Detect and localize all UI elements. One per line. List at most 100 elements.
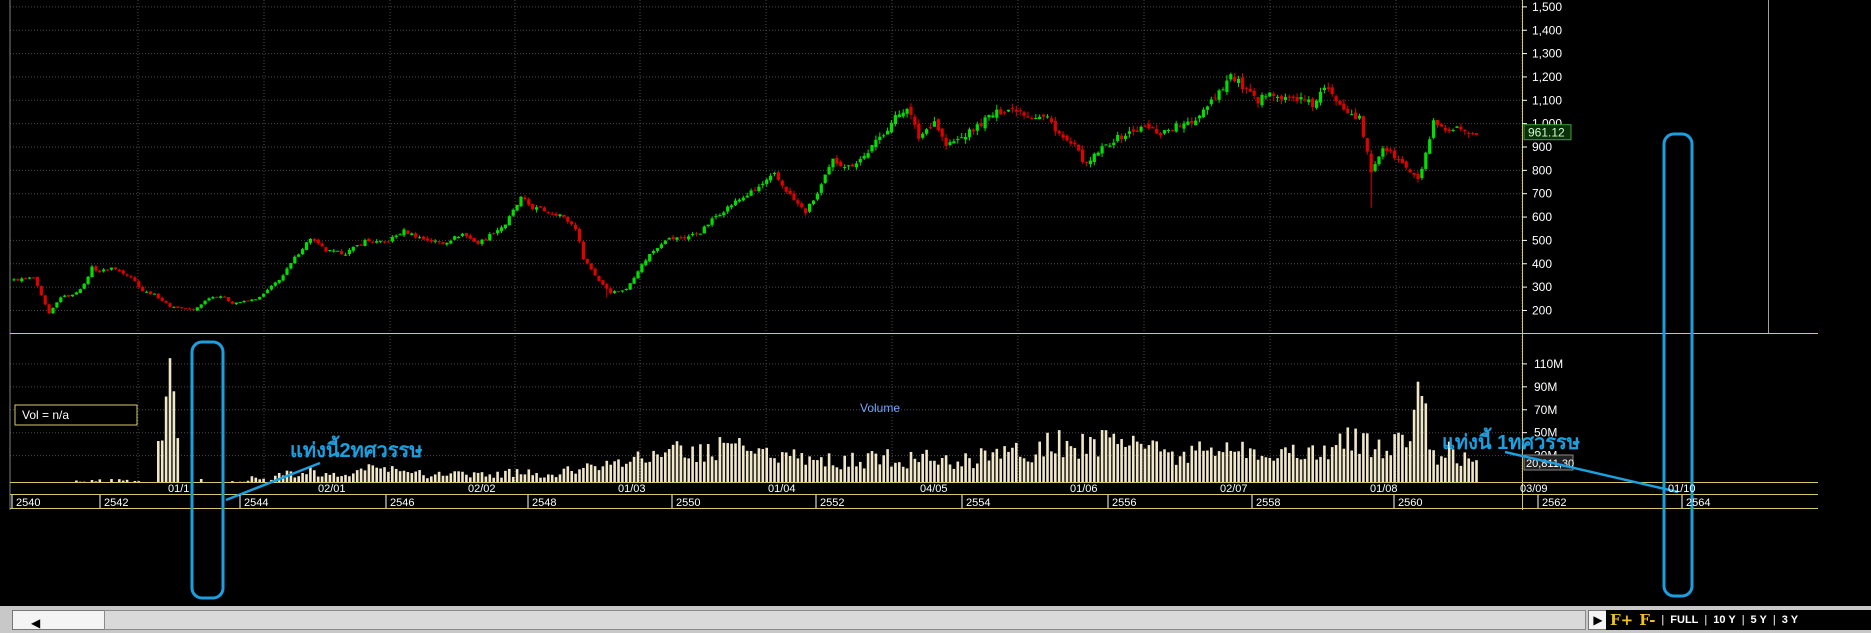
volume-bar — [1299, 459, 1303, 482]
candle — [605, 284, 609, 289]
candle — [390, 236, 394, 242]
candle — [1416, 173, 1420, 180]
candle — [967, 129, 972, 138]
candle — [425, 238, 429, 241]
candle — [854, 163, 858, 168]
volume-bar — [336, 476, 339, 482]
volume-bar — [445, 475, 449, 482]
candle — [1159, 133, 1163, 136]
period-5y-button[interactable]: 5 Y — [1750, 614, 1767, 626]
volume-bar — [476, 472, 480, 482]
volume-bar — [831, 465, 835, 482]
candle — [219, 296, 223, 298]
candle — [70, 294, 75, 297]
volume-bar — [1178, 456, 1182, 482]
candle — [609, 288, 613, 294]
volume-bar — [948, 464, 952, 482]
candle — [301, 249, 305, 255]
period-full-button[interactable]: FULL — [1670, 614, 1699, 626]
candle — [804, 208, 808, 214]
volume-bar — [1194, 450, 1197, 482]
candle — [1174, 123, 1178, 132]
volume-bar — [558, 474, 562, 482]
volume-bar — [340, 476, 343, 482]
candle — [706, 224, 710, 227]
candle — [312, 239, 316, 241]
horizontal-scrollbar[interactable]: ◀ ▶ F+ F- | FULL | 10 Y | 5 Y | 3 Y — [0, 606, 1871, 633]
volume-bar — [391, 466, 394, 482]
volume-bar — [901, 466, 905, 482]
volume-bar — [929, 460, 932, 482]
volume-bar — [1081, 433, 1084, 482]
candle — [1112, 142, 1116, 146]
candle — [1030, 118, 1034, 120]
volume-bar — [761, 449, 765, 482]
volume-bar — [1455, 463, 1459, 482]
candle — [328, 250, 332, 252]
candle — [531, 204, 535, 210]
volume-bar — [613, 461, 616, 482]
volume-bar — [589, 464, 593, 482]
candle — [484, 239, 488, 241]
candle — [429, 240, 433, 242]
volume-bar — [1393, 434, 1396, 482]
candle — [254, 299, 258, 301]
candle — [86, 276, 90, 284]
volume-bar — [383, 467, 386, 482]
volume-bar — [586, 463, 589, 482]
candle — [1435, 119, 1440, 126]
candle — [1038, 116, 1042, 120]
candle — [1291, 96, 1295, 98]
stock-chart[interactable]: Volume Vol = n/a 200 300 400 500 600 700 800 900… — [0, 0, 1871, 606]
candle — [538, 206, 543, 208]
volume-bar — [687, 458, 690, 482]
candle — [644, 260, 648, 265]
volume-bar — [137, 481, 141, 482]
candle — [843, 167, 847, 169]
candle — [757, 186, 761, 192]
candle — [121, 270, 125, 274]
candle — [433, 240, 437, 242]
volume-bar — [293, 477, 297, 482]
period-3y-button[interactable]: 3 Y — [1781, 614, 1799, 626]
candle — [1003, 112, 1007, 114]
candle — [277, 280, 281, 283]
candle — [1474, 133, 1479, 135]
candle — [1205, 106, 1209, 110]
year-label: 2554 — [966, 497, 990, 509]
candle — [1166, 129, 1170, 131]
f-minus-button[interactable]: F- — [1639, 611, 1656, 629]
volume-bar — [843, 455, 846, 482]
candle — [281, 275, 285, 281]
volume-bar — [1151, 440, 1155, 482]
candle — [1045, 116, 1050, 118]
candle — [523, 197, 527, 200]
date-label: 01/06 — [1070, 483, 1098, 495]
candle — [1053, 121, 1057, 132]
volume-bar — [1202, 450, 1205, 482]
candle — [928, 127, 933, 129]
volume-bar — [578, 469, 581, 482]
volume-bar — [866, 453, 870, 482]
period-10y-button[interactable]: 10 Y — [1713, 614, 1736, 626]
price-tick-label: 1,500 — [1532, 0, 1562, 14]
year-label: 2548 — [532, 497, 556, 509]
volume-bar — [1444, 457, 1447, 482]
volume-bar — [375, 467, 378, 482]
candle — [12, 279, 16, 281]
scroll-left-button[interactable]: ◀ — [12, 610, 106, 630]
f-plus-button[interactable]: F+ — [1610, 611, 1634, 629]
volume-bar — [1408, 441, 1412, 482]
scroll-thumb[interactable] — [104, 610, 1586, 630]
volume-bar — [110, 479, 113, 482]
candle — [402, 229, 406, 236]
candle — [250, 299, 254, 301]
candle — [1229, 74, 1233, 80]
volume-bar — [1233, 451, 1236, 482]
volume-bar — [457, 471, 460, 482]
candle — [769, 175, 773, 181]
candle — [1217, 90, 1221, 100]
scroll-right-button[interactable]: ▶ — [1588, 610, 1608, 630]
candle — [663, 240, 667, 244]
candle — [449, 240, 453, 244]
